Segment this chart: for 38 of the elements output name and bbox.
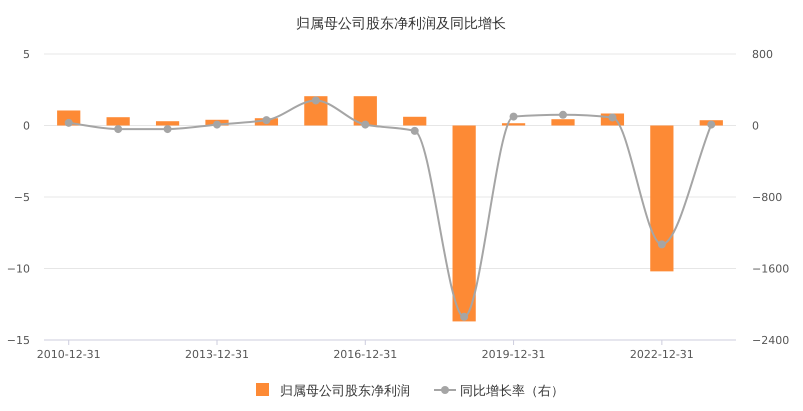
y-tick-label: −5 [14,191,30,204]
y-tick-label: 5 [23,48,30,61]
point [658,240,666,248]
legend-label: 同比增长率（右） [460,383,564,399]
x-tick-label: 2010-12-31 [36,348,101,361]
y2-tick-label: 800 [752,48,773,61]
point [262,116,270,124]
x-tick-label: 2019-12-31 [482,348,546,361]
y2-tick-label: 0 [752,120,759,132]
y-tick-label: −15 [6,334,30,347]
y2-tick-label: −800 [752,191,782,204]
y2-tick-label: −1600 [752,262,790,276]
point [64,118,73,127]
bar [650,126,674,272]
bar [106,117,130,126]
bar [156,121,180,126]
y-tick-label: 0 [23,120,30,132]
point [312,96,320,104]
legend-label: 归属母公司股东净利润 [280,384,410,399]
y-tick-label: −10 [6,262,30,276]
bar [452,126,476,322]
bar [354,96,377,126]
bar [403,116,426,126]
point [361,120,370,129]
point [510,112,518,121]
chart-title: 归属母公司股东净利润及同比增长 [296,16,506,32]
point [114,125,122,134]
point [460,312,468,321]
point [410,126,419,135]
bar [551,119,575,126]
x-tick-label: 2022-12-31 [630,348,694,361]
x-tick-label: 2016-12-31 [333,348,398,361]
x-tick-label: 2013-12-31 [185,348,249,361]
point [707,120,716,129]
point [213,120,221,129]
point [164,125,172,134]
y2-tick-label: −2400 [752,334,790,347]
point [559,110,567,119]
